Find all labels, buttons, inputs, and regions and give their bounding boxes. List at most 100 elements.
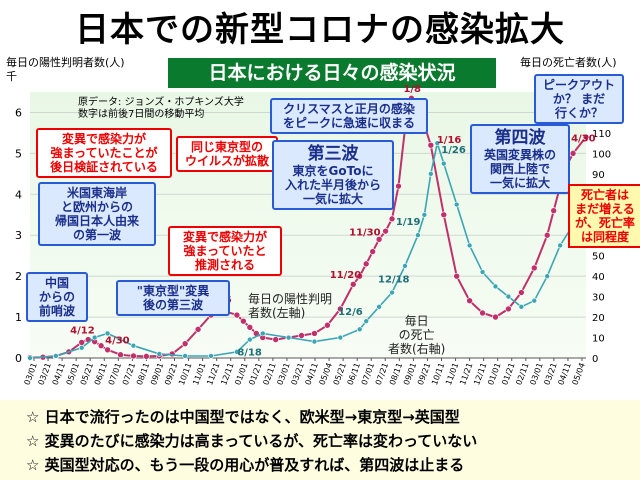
point-label: 8/18 — [237, 348, 262, 359]
deaths-label-line-3: 者数(右軸) — [388, 342, 446, 356]
deaths-point — [156, 351, 163, 357]
third-wave-title: 第三波 — [307, 144, 359, 164]
cases-point — [388, 215, 396, 223]
left-tick-label: 5 — [15, 147, 22, 160]
right-tick-label: 110 — [592, 129, 611, 140]
cases-point — [311, 330, 318, 337]
deaths-point — [311, 338, 318, 345]
callout-china-precursor: 中国 からの 前哨波 — [26, 272, 88, 322]
point-label: 1/26 — [441, 145, 466, 156]
left-axis-ticks: 0 1 2 3 4 5 6 — [15, 106, 22, 365]
cases-point — [427, 141, 435, 149]
callout-line: と欧州からの — [60, 200, 133, 214]
cases-point — [550, 207, 557, 214]
cases-point — [240, 317, 247, 325]
cases-point — [97, 342, 105, 350]
cases-point — [569, 150, 577, 157]
callout-peakout: ピークアウト か？ まだ 行くか？ — [534, 74, 624, 124]
callout-line: ウイルスが拡散 — [184, 154, 269, 168]
deaths-point — [557, 242, 563, 249]
cases-point — [375, 236, 383, 243]
deaths-point — [466, 242, 473, 249]
cases-point — [117, 351, 124, 359]
callout-line: 東京をGoToに — [292, 164, 374, 178]
callout-tokyo-virus: 同じ東京型の ウイルスが拡散 — [176, 136, 278, 172]
callout-line: の第一波 — [72, 228, 121, 242]
cases-point — [168, 350, 176, 358]
deaths-point — [53, 353, 59, 359]
cases-point — [233, 311, 241, 319]
right-tick-label: 20 — [592, 313, 605, 324]
deaths-point — [518, 304, 525, 310]
source-note-line-1: 原データ: ジョンズ・ホプキンズ大学 — [78, 97, 244, 108]
cases-point — [324, 321, 331, 329]
callout-line: まだ増える — [575, 202, 635, 216]
cases-point — [130, 352, 137, 360]
deaths-point — [531, 297, 538, 304]
cases-label-line-2: 者数(左軸) — [248, 306, 306, 320]
point-label: 11/20 — [330, 270, 362, 281]
cases-point — [382, 227, 389, 235]
point-label: 1/16 — [437, 135, 462, 146]
left-tick-label: 6 — [15, 106, 22, 119]
cases-point — [181, 340, 189, 347]
right-tick-label: 50 — [592, 252, 605, 263]
deaths-point — [91, 334, 98, 341]
callout-variant-guess: 変異で感染力が 強まっていたと 推測される — [168, 226, 282, 276]
cases-point — [246, 324, 254, 331]
deaths-point — [234, 349, 240, 355]
callout-xmas: クリスマスと正月の感染 をピークに急速に収まる — [270, 98, 428, 134]
right-tick-label: 100 — [592, 149, 611, 160]
right-tick-label: 0 — [592, 354, 598, 365]
callout-third-wave: 第三波 東京をGoToに 入れた半月後から 一気に拡大 — [272, 140, 394, 210]
deaths-label-line-2: の死亡 — [398, 328, 435, 342]
callout-line: 入れた半月後から — [284, 178, 381, 192]
deaths-point — [259, 330, 266, 337]
deaths-point — [363, 318, 369, 324]
source-note: 原データ: ジョンズ・ホプキンズ大学 数字は前後7日間の移動平均 — [78, 97, 244, 121]
callout-line: 同じ東京型の — [190, 140, 263, 154]
callout-variant-after: 変異で感染力が 強まっていたことが 後日検証されている — [36, 128, 172, 178]
x-tick-label: 05/04 — [571, 362, 587, 387]
cases-label-line-1: 毎日の陽性判明 — [248, 292, 333, 306]
cases-point — [543, 231, 551, 239]
chart-subtitle: 日本における日々の感染状況 — [168, 58, 496, 88]
deaths-point — [434, 140, 441, 146]
cases-point — [272, 336, 279, 343]
point-label: 1/19 — [396, 217, 421, 228]
deaths-point — [415, 232, 421, 239]
deaths-point — [356, 326, 363, 333]
callout-line: "東京型"変異 — [136, 284, 210, 298]
cases-point — [349, 281, 357, 288]
deaths-point — [285, 334, 292, 341]
callout-line: 行くか？ — [554, 106, 603, 120]
deaths-series-label: 毎日 の死亡 者数(右軸) — [388, 314, 445, 356]
callout-line: 関西上陸で — [489, 162, 550, 176]
callout-line: 後の第三波 — [142, 298, 203, 312]
deaths-point — [78, 344, 85, 351]
point-label: 4/30 — [571, 133, 596, 144]
page-title: 日本での新型コロナの感染拡大 — [75, 10, 565, 50]
callout-line: 死亡者は — [580, 188, 629, 202]
point-label: 12/18 — [378, 275, 410, 286]
deaths-point — [421, 211, 428, 218]
deaths-point — [544, 273, 551, 279]
deaths-point — [440, 160, 447, 167]
left-tick-label: 4 — [15, 188, 22, 201]
left-tick-label: 1 — [15, 311, 22, 324]
cases-point — [505, 305, 512, 313]
point-label: 1/8 — [403, 84, 421, 95]
left-axis-caption: 毎日の陽性判明者数(人) — [6, 56, 125, 69]
cases-point — [143, 353, 150, 360]
callout-line: 米国東海岸 — [66, 186, 127, 200]
deaths-point — [104, 330, 111, 337]
deaths-label-line-1: 毎日 — [404, 314, 429, 328]
callout-line: が、死亡率 — [575, 216, 635, 230]
cases-point — [395, 182, 402, 190]
summary-line-3: ☆ 英国型対応の、もう一段の用心が普及すれば、第四波は止まる — [26, 456, 465, 474]
x-axis-ticks: 03/0103/2104/1105/0105/2106/1107/0107/21… — [23, 358, 587, 386]
cases-point — [479, 309, 486, 317]
callout-tokyo-third: "東京型"変異 後の第三波 — [116, 280, 230, 316]
cases-point — [362, 260, 370, 268]
deaths-point — [505, 293, 512, 300]
